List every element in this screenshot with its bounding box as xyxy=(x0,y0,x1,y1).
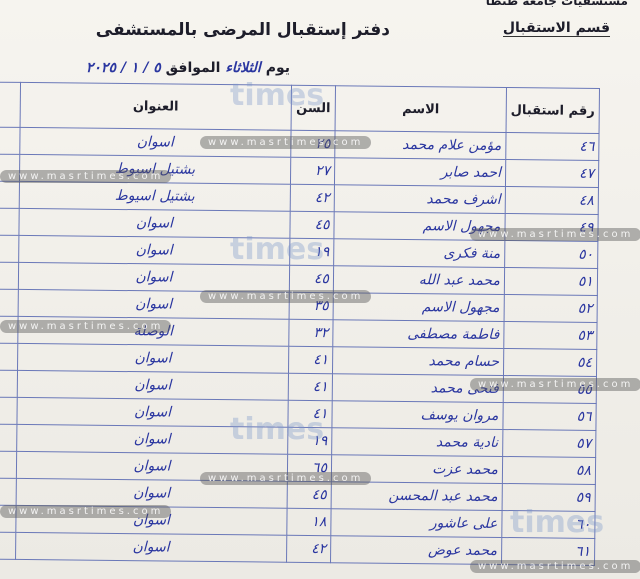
age: ٤٥ xyxy=(287,481,332,509)
hospital-name: مستشفيات جامعة طنطا xyxy=(485,0,628,8)
age: ٤٢ xyxy=(286,535,331,563)
address: اسوان xyxy=(15,532,287,563)
day: الثلاثاء xyxy=(225,60,261,76)
patient-name: حسام محمد xyxy=(332,346,504,376)
cut-cell xyxy=(0,235,19,263)
watermark-site: www.masrtimes.com xyxy=(0,505,172,518)
cut-cell xyxy=(0,451,17,479)
date-label: الموافق xyxy=(165,60,221,76)
watermark-site: www.masrtimes.com xyxy=(0,170,172,183)
watermark-site: www.masrtimes.com xyxy=(200,472,372,485)
watermark-site: www.masrtimes.com xyxy=(470,560,640,573)
receipt-number: ٥٨ xyxy=(502,456,596,485)
watermark-brand: times xyxy=(230,78,325,113)
watermark-site: www.masrtimes.com xyxy=(470,228,640,241)
date-line: يوم الثلاثاء الموافق ٥ / ١ / ٢٠٢٥ xyxy=(86,60,290,76)
department: قسم الاستقبال xyxy=(502,20,610,37)
patient-name: احمد صابر xyxy=(334,157,506,187)
cut-cell xyxy=(0,208,19,236)
cut-cell xyxy=(0,478,17,506)
watermark-brand: times xyxy=(230,232,325,267)
cut-cell xyxy=(0,262,19,290)
cut-cell xyxy=(0,424,17,452)
patient-name: اشرف محمد xyxy=(334,184,506,214)
cut-cell xyxy=(0,370,18,398)
watermark-site: www.masrtimes.com xyxy=(470,378,640,391)
receipt-number: ٥٠ xyxy=(504,240,598,269)
watermark-site: www.masrtimes.com xyxy=(200,290,372,303)
register-title: دفتر إستقبال المرضى بالمستشفى xyxy=(95,20,390,40)
receipt-number: ٥٤ xyxy=(503,348,597,377)
patient-name: نادية محمد xyxy=(331,427,503,457)
receipt-number: ٤٧ xyxy=(505,159,599,188)
cut-cell xyxy=(0,127,20,155)
age: ٢٧ xyxy=(290,157,335,185)
age: ١٨ xyxy=(286,508,332,536)
patient-name: محمد عبد المحسن xyxy=(331,481,503,511)
watermark-brand: times xyxy=(230,412,325,447)
cut-cell xyxy=(0,181,20,209)
cut-cell xyxy=(0,532,16,560)
receipt-number: ٥٣ xyxy=(503,321,598,350)
age: ٤١ xyxy=(288,346,333,374)
date: ٥ / ١ / ٢٠٢٥ xyxy=(85,60,161,76)
watermark-site: www.masrtimes.com xyxy=(0,320,172,333)
watermark-site: www.masrtimes.com xyxy=(200,136,372,149)
age: ٤٥ xyxy=(289,265,334,293)
cut-cell xyxy=(0,397,17,425)
receipt-number: ٤٦ xyxy=(505,132,600,161)
column-header: الاسم xyxy=(335,85,507,133)
address: اسوان xyxy=(17,343,289,374)
cut-column xyxy=(0,82,21,128)
cut-cell xyxy=(0,289,19,317)
patient-name: منة فكرى xyxy=(333,238,505,268)
column-header: رقم استقبال xyxy=(505,87,600,134)
age: ٤٢ xyxy=(290,184,335,212)
receipt-number: ٥٧ xyxy=(502,429,596,458)
watermark-brand: times xyxy=(510,505,605,540)
patient-name: فاطمة مصطفى xyxy=(332,319,504,349)
age: ٤١ xyxy=(288,373,333,401)
patient-name: على عاشور xyxy=(330,508,502,538)
receipt-number: ٥١ xyxy=(504,267,598,296)
age: ٣٢ xyxy=(288,319,334,347)
receipt-number: ٤٨ xyxy=(505,186,599,215)
receipt-number: ٥٦ xyxy=(502,402,597,431)
address: بشتيل اسيوط xyxy=(18,181,291,212)
cut-cell xyxy=(0,343,18,371)
patient-name: مروان يوسف xyxy=(331,400,504,430)
day-label: يوم xyxy=(265,60,290,76)
address: اسوان xyxy=(16,370,289,401)
receipt-number: ٥٢ xyxy=(503,294,598,323)
